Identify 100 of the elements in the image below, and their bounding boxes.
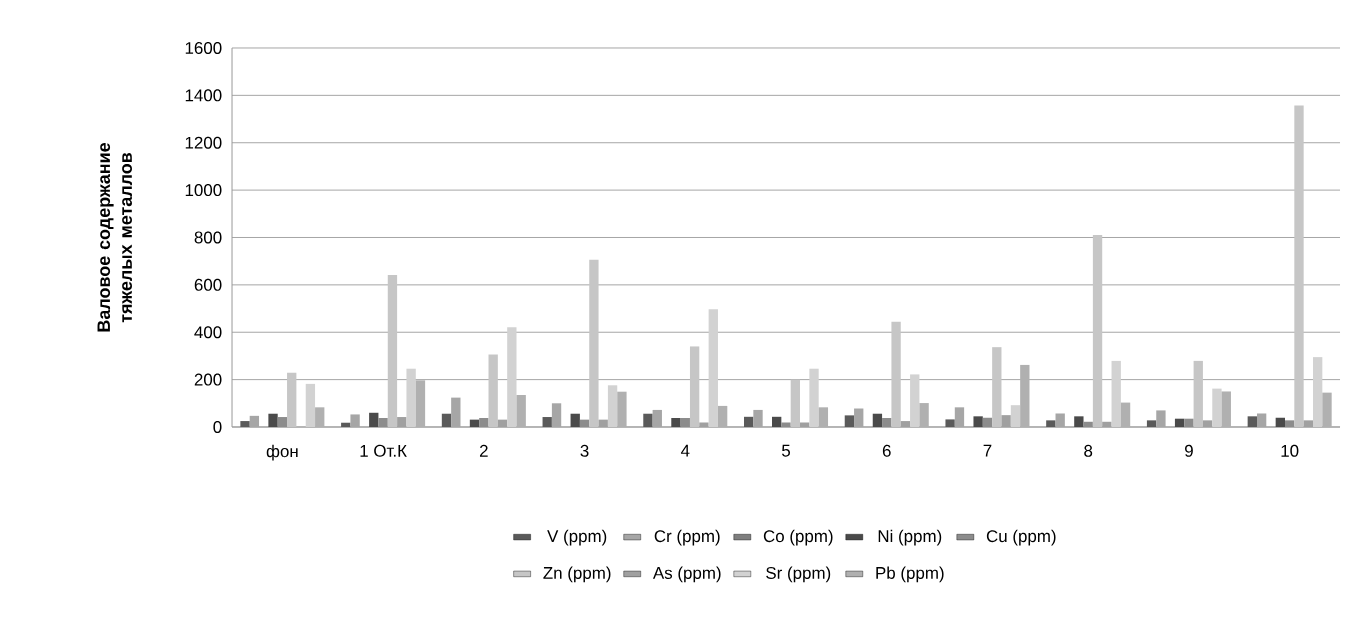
bar	[1275, 417, 1285, 427]
x-tick-label: 4	[680, 444, 690, 457]
y-tick-label: 0	[213, 420, 222, 433]
bar	[1313, 357, 1323, 427]
bar	[1212, 388, 1222, 427]
bar	[240, 421, 250, 427]
bar	[790, 379, 801, 427]
legend-label: Zn (ppm)	[543, 566, 611, 583]
bar	[479, 417, 489, 427]
legend-label: Pb (ppm)	[876, 566, 944, 583]
x-tick-label: 10	[1281, 444, 1299, 457]
bar	[607, 385, 618, 427]
bar	[617, 391, 627, 427]
bar	[954, 407, 965, 427]
bar	[809, 368, 819, 427]
bar	[305, 383, 316, 427]
bar	[872, 413, 883, 427]
bar	[570, 413, 580, 427]
bar	[1083, 421, 1093, 427]
bar	[1184, 418, 1194, 427]
y-tick-label: 800	[194, 231, 222, 244]
bar	[1046, 420, 1056, 427]
bar	[1146, 420, 1157, 427]
x-tick-label: 6	[882, 444, 891, 457]
y-axis-title: Валовое содержание тяжелых металлов	[97, 143, 132, 332]
x-tick-label: 2	[479, 444, 488, 457]
legend-label: Sr (ppm)	[766, 566, 831, 583]
bar	[818, 407, 829, 427]
x-tick-label: фон	[266, 444, 298, 461]
y-tick-label: 1200	[185, 136, 222, 149]
bar	[1221, 391, 1231, 427]
bar	[1294, 105, 1304, 427]
bar	[781, 422, 791, 427]
bar	[1055, 413, 1065, 427]
y-tick-label: 400	[194, 326, 222, 339]
bar	[350, 414, 360, 427]
bar	[643, 413, 653, 427]
bar	[891, 321, 901, 427]
bar	[919, 403, 929, 427]
bar	[1010, 405, 1021, 427]
legend-label: Ni (ppm)	[878, 529, 942, 546]
bar	[451, 397, 461, 427]
legend-label: V (ppm)	[547, 529, 607, 546]
legend-label: Cr (ppm)	[654, 529, 720, 546]
bar	[992, 347, 1002, 427]
y-tick-label: 1000	[185, 184, 222, 197]
bar	[542, 417, 552, 427]
bar	[1092, 234, 1103, 427]
y-tick-label: 600	[194, 278, 222, 291]
bar	[579, 419, 590, 427]
bar	[1174, 418, 1185, 427]
bar	[277, 417, 288, 427]
bar	[341, 422, 351, 427]
bar	[1256, 413, 1267, 427]
bar	[441, 413, 452, 427]
legend-label: As (ppm)	[652, 566, 721, 583]
bar	[249, 415, 260, 427]
bar	[507, 327, 517, 427]
bar	[910, 374, 920, 427]
y-tick-label: 1600	[185, 41, 222, 54]
y-tick-label: 200	[194, 373, 222, 386]
bar	[268, 413, 278, 427]
x-tick-label: 8	[1084, 444, 1093, 457]
bar	[973, 416, 983, 427]
bar	[516, 395, 526, 427]
bar	[1120, 402, 1131, 427]
bar	[671, 417, 681, 427]
bar	[1322, 392, 1332, 427]
bar	[1193, 360, 1203, 427]
bar	[378, 417, 388, 427]
bar	[744, 416, 754, 427]
legend-label: Co (ppm)	[763, 529, 833, 546]
bar	[387, 274, 398, 427]
bar	[680, 417, 690, 427]
bar	[844, 415, 855, 427]
x-tick-label: 5	[781, 444, 791, 457]
bar	[1111, 360, 1121, 427]
bar	[589, 259, 599, 427]
bar	[717, 405, 728, 427]
bar	[689, 346, 700, 427]
bar	[551, 403, 562, 427]
bar	[945, 419, 955, 427]
x-tick-label: 7	[983, 444, 992, 457]
x-tick-label: 9	[1185, 444, 1193, 457]
bar	[369, 412, 379, 427]
bar	[406, 368, 416, 427]
bar	[854, 408, 864, 427]
bar	[1156, 410, 1166, 427]
bar	[1247, 416, 1257, 427]
bar	[1284, 420, 1295, 427]
bar	[772, 416, 782, 427]
bar	[287, 372, 297, 427]
bar	[315, 407, 325, 427]
bar	[1074, 416, 1084, 427]
bar	[982, 417, 993, 427]
bar	[753, 409, 763, 427]
bar	[488, 354, 498, 427]
bar	[469, 419, 480, 427]
y-tick-label: 1400	[185, 89, 222, 102]
legend-label: Cu (ppm)	[986, 529, 1056, 546]
